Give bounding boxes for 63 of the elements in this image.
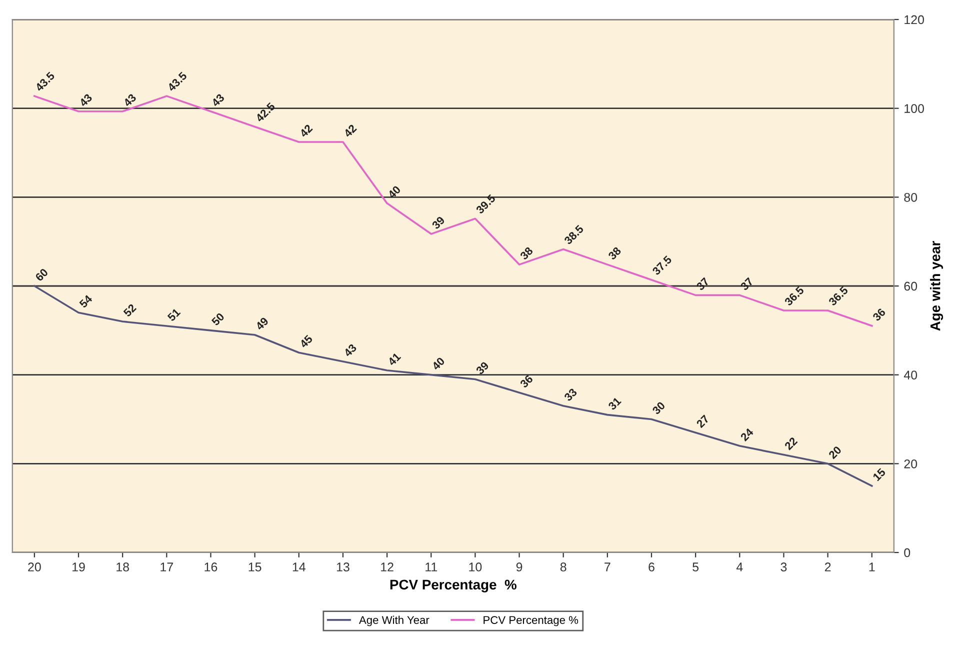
x-tick-label: 4 [736,562,743,572]
x-tick-label: 3 [780,562,787,572]
x-tick-label: 6 [648,562,654,572]
x-tick-label: 13 [336,562,350,572]
x-tick-label: 14 [292,562,306,572]
data-label: 40 [387,185,402,200]
x-tick-label: 15 [248,562,262,572]
x-tick-label: 10 [469,562,482,572]
y-tick-label: 80 [904,192,918,202]
y-tick-label: 0 [904,548,910,558]
data-label: 40 [431,356,446,371]
data-label: 41 [387,352,402,366]
x-tick-label: 11 [426,562,437,572]
data-label: 39 [475,361,490,376]
data-label: 52 [122,303,137,318]
data-label: 50 [211,312,225,326]
x-tick-label: 7 [604,562,610,572]
data-label: 31 [608,396,622,411]
data-label: 45 [299,334,314,348]
data-label: 43 [122,93,137,108]
data-label: 37 [696,277,710,291]
data-label: 37 [740,277,754,291]
data-label: 38 [520,246,534,260]
data-label: 20 [828,446,842,460]
data-label: 15 [872,468,886,482]
data-label: 33 [564,388,578,402]
data-label: 38 [608,246,622,260]
y-tick-label: 40 [904,370,918,380]
x-tick-label: 19 [72,562,85,572]
x-tick-label: 2 [824,562,831,572]
data-label: 27 [696,414,710,428]
data-label: 22 [784,436,798,450]
x-tick-label: 18 [116,562,129,572]
data-label: 49 [254,316,269,331]
x-tick-label: 20 [28,562,41,572]
y-tick-label: 60 [904,282,918,291]
x-tick-label: 5 [692,562,699,572]
y-tick-label: 20 [904,459,918,468]
x-tick-label: 16 [204,562,218,572]
data-label: 36 [872,308,886,322]
data-label: 24 [740,428,754,442]
x-tick-label: 9 [516,562,522,572]
data-label: 39 [431,216,446,230]
x-tick-label: 12 [381,562,394,572]
data-label: 42 [299,124,313,138]
data-label: 43 [343,343,358,358]
y-tick-label: 100 [904,104,924,113]
data-label: 30 [652,401,666,415]
data-label: 43 [210,93,225,108]
data-label: 60 [34,268,48,282]
legend-label: PCV Percentage % [484,616,578,626]
data-label: 36 [520,374,534,388]
data-label: 43 [78,93,93,108]
legend-label: Age With Year [358,616,430,626]
x-tick-label: 1 [869,562,875,572]
x-tick-label: 17 [160,562,173,572]
data-label: 51 [167,308,181,322]
y-tick-label: 120 [904,15,924,24]
y-axis-title: Age with year [930,241,944,331]
x-tick-label: 8 [560,562,566,572]
data-label: 42 [343,124,357,138]
data-label: 54 [78,294,93,308]
x-axis-title: PCV Percentage % [390,580,516,592]
